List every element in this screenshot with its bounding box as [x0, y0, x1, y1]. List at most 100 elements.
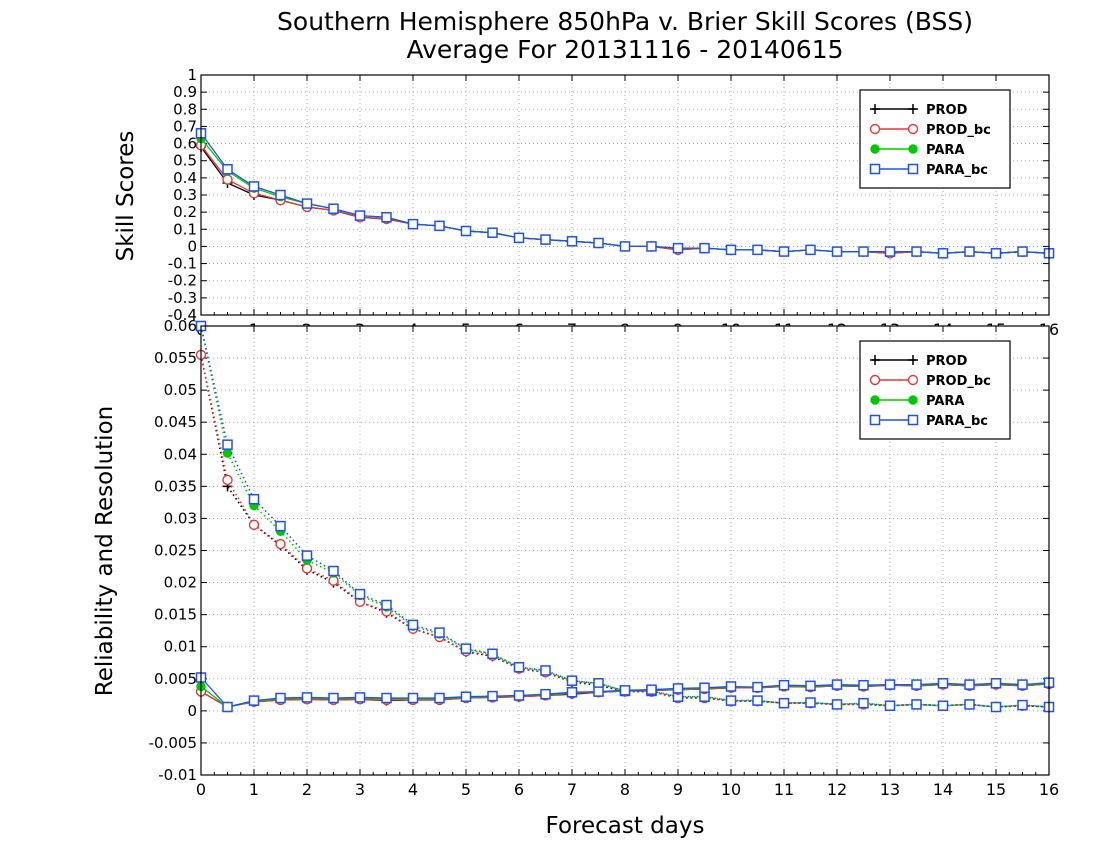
legend-marker [870, 355, 880, 365]
data-point [619, 685, 631, 696]
data-point [831, 246, 843, 257]
y-tick-label: 0.015 [154, 606, 197, 624]
y-tick-label: 0.06 [164, 317, 197, 335]
legend-marker [870, 144, 880, 154]
data-point [248, 493, 260, 505]
data-point [805, 244, 816, 256]
data-point [990, 701, 1002, 713]
data-point [460, 691, 472, 702]
legend-marker [870, 395, 880, 405]
data-point [672, 683, 684, 694]
y-tick-label: 0.2 [173, 203, 197, 221]
y-tick-label: -0.2 [168, 272, 197, 290]
data-point [778, 697, 790, 709]
data-point [248, 519, 260, 531]
legend-item-para: PARA [870, 394, 964, 409]
x-tick-label: 7 [567, 780, 577, 799]
data-point [911, 679, 922, 690]
data-point [1017, 679, 1028, 690]
data-point [778, 246, 790, 257]
data-point [328, 203, 339, 214]
chart-title-line1: Southern Hemisphere 850hPa v. Brier Skil… [277, 7, 973, 36]
data-point [540, 234, 551, 245]
data-point [964, 699, 975, 710]
legend-label: PARA_bc [926, 414, 988, 429]
x-tick-label: 6 [514, 780, 524, 799]
data-point [540, 665, 551, 676]
data-point [725, 695, 737, 706]
data-point [513, 690, 525, 701]
x-tick-label: 15 [986, 780, 1006, 799]
data-point [858, 679, 869, 691]
legend-marker [908, 104, 918, 114]
data-point [487, 690, 498, 702]
data-point [301, 550, 313, 561]
data-point [275, 520, 286, 532]
legend-marker [908, 395, 918, 405]
legend-marker [869, 123, 881, 135]
legend-marker [908, 355, 918, 365]
y-tick-label: 0 [187, 702, 197, 720]
x-tick-label: 5 [461, 780, 471, 799]
data-point [381, 599, 392, 611]
y-tick-label: -0.1 [168, 255, 197, 273]
data-point [990, 248, 1002, 259]
data-point [831, 679, 843, 690]
data-point [540, 688, 551, 700]
data-point [725, 244, 737, 256]
data-point [328, 692, 339, 704]
data-point [752, 695, 763, 706]
data-point [275, 692, 286, 704]
data-point [646, 241, 657, 252]
y-tick-label: 0.3 [173, 186, 197, 204]
data-point [460, 225, 472, 237]
y-tick-label: 0.9 [173, 83, 197, 101]
data-point [699, 682, 710, 694]
data-point [1017, 246, 1028, 257]
data-point [566, 236, 578, 247]
x-tick-label: 4 [408, 780, 418, 799]
data-point [964, 246, 975, 257]
series-para-bc [195, 128, 1055, 259]
legend-item-para: PARA [870, 143, 964, 158]
data-point [328, 565, 339, 577]
x-tick-label: 0 [196, 780, 206, 799]
y-tick-label: 0.045 [154, 413, 197, 431]
x-tick-label: 9 [673, 780, 683, 799]
data-point [884, 700, 896, 711]
data-point [487, 227, 498, 238]
data-point [699, 242, 710, 254]
legend-box [859, 340, 1011, 440]
y-tick-label: 0.025 [154, 542, 197, 560]
y-tick-label: 0.03 [164, 509, 197, 527]
panel1-ylabel: Skill Scores [113, 131, 139, 262]
legend: PROD PROD_bc PARA PARA_bc [859, 89, 1011, 189]
y-tick-label: 0.05 [164, 381, 197, 399]
y-tick-label: -0.005 [149, 734, 197, 752]
y-tick-label: -0.3 [168, 289, 197, 307]
data-point [222, 174, 233, 185]
legend-label: PARA [926, 394, 964, 409]
legend-marker [908, 144, 918, 154]
legend-label: PROD_bc [926, 123, 991, 138]
data-point [937, 700, 949, 711]
data-point [407, 218, 419, 230]
legend-item-para-bc: PARA_bc [869, 414, 988, 429]
data-point [884, 679, 896, 690]
data-point [513, 232, 525, 244]
data-point [672, 242, 684, 254]
legend-marker [869, 374, 881, 386]
legend: PROD PROD_bc PARA PARA_bc [859, 340, 1011, 440]
legend-marker [907, 374, 919, 386]
y-tick-label: 0.7 [173, 117, 197, 135]
data-point [858, 697, 869, 709]
x-tick-label: 2 [302, 780, 312, 799]
legend-label: PARA_bc [926, 163, 988, 178]
y-tick-label: 0.005 [154, 670, 197, 688]
x-tick-label: 12 [827, 780, 847, 799]
legend-label: PROD [926, 354, 968, 369]
x-tick-label: 1 [249, 780, 259, 799]
y-tick-label: 0.6 [173, 135, 197, 153]
series-para-bc-reliability-upper [195, 320, 1055, 713]
y-tick-label: 0.035 [154, 477, 197, 495]
